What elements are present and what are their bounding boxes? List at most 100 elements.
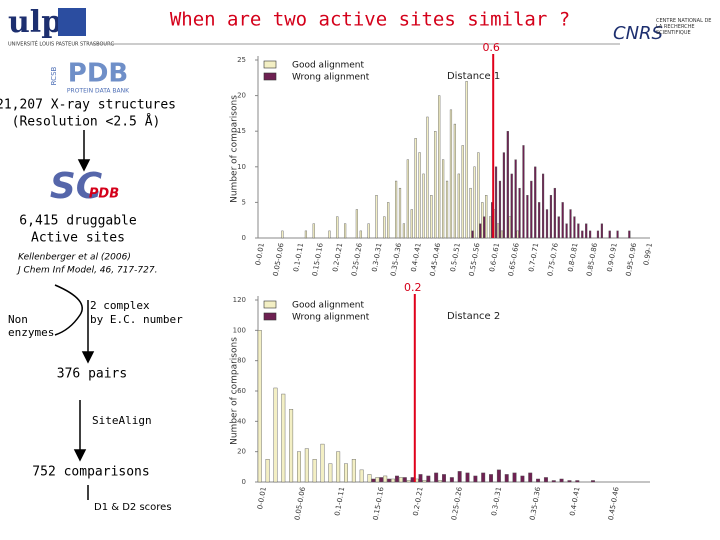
bar bbox=[434, 472, 439, 483]
branch-label: enzymes bbox=[8, 326, 54, 339]
y-tick-label: 100 bbox=[233, 326, 246, 334]
x-tick-label: 0.05-0.06 bbox=[293, 486, 307, 521]
brace bbox=[54, 284, 83, 336]
bar bbox=[500, 230, 504, 239]
bar bbox=[387, 478, 392, 483]
bar bbox=[477, 152, 480, 239]
bar bbox=[257, 330, 262, 483]
x-tick-label: 0.95-0.96 bbox=[625, 242, 639, 277]
bar bbox=[371, 478, 376, 483]
bar bbox=[575, 480, 580, 483]
x-tick-label: 0.45-0.46 bbox=[607, 486, 621, 521]
bar bbox=[565, 223, 568, 239]
bar bbox=[567, 480, 572, 483]
x-tick-label: 0.45-0.46 bbox=[429, 242, 443, 277]
x-tick-label: 0.7-0.71 bbox=[527, 242, 540, 272]
bar bbox=[304, 230, 308, 239]
bar bbox=[543, 477, 548, 483]
bar bbox=[457, 173, 460, 239]
bar bbox=[442, 159, 445, 239]
bar bbox=[379, 477, 384, 483]
bar bbox=[518, 187, 521, 239]
x-tick-label: 0.85-0.86 bbox=[585, 242, 599, 277]
bar bbox=[442, 474, 446, 483]
bar bbox=[551, 480, 556, 483]
step-text: (Resolution <2.5 Å) bbox=[12, 114, 161, 130]
bar bbox=[496, 223, 500, 239]
bar bbox=[600, 223, 603, 239]
y-tick-label: 0 bbox=[242, 234, 246, 242]
bar bbox=[449, 477, 454, 483]
y-tick-label: 20 bbox=[237, 448, 246, 456]
cnrs-sub: CENTRE NATIONAL DE LA RECHERCHE SCIENTIF… bbox=[656, 18, 712, 36]
bar bbox=[465, 472, 470, 483]
bar bbox=[312, 223, 315, 239]
legend-swatch bbox=[263, 60, 277, 69]
bar bbox=[581, 230, 584, 239]
bar bbox=[336, 216, 339, 239]
y-tick-label: 80 bbox=[237, 357, 246, 365]
y-axis-label: Number of comparisons bbox=[230, 95, 240, 203]
bar bbox=[402, 477, 407, 483]
cnrs-logo: CNRS bbox=[613, 23, 663, 44]
bar bbox=[496, 469, 501, 483]
bar bbox=[445, 180, 449, 239]
bar bbox=[328, 230, 331, 239]
x-tick-label: 0.05-0.06 bbox=[272, 242, 286, 277]
bar bbox=[320, 443, 325, 483]
bar bbox=[367, 223, 370, 239]
bar bbox=[516, 230, 519, 239]
legend-label: Wrong alignment bbox=[292, 313, 370, 323]
bar bbox=[402, 223, 406, 239]
x-tick-label: 0.4-0.41 bbox=[569, 486, 582, 516]
bar bbox=[469, 187, 472, 239]
x-tick-label: 0.25-0.26 bbox=[450, 486, 464, 521]
bar bbox=[530, 180, 533, 239]
step-text: 376 pairs bbox=[57, 367, 127, 382]
bar bbox=[422, 173, 425, 239]
x-tick-label: 0.35-0.36 bbox=[529, 486, 543, 521]
legend-label: Good alignment bbox=[292, 61, 365, 71]
legend-swatch bbox=[263, 312, 277, 321]
bar bbox=[328, 463, 333, 483]
threshold-label: 0.2 bbox=[404, 281, 422, 294]
bar bbox=[273, 387, 278, 483]
bar bbox=[561, 202, 564, 239]
bar bbox=[481, 472, 486, 483]
bar bbox=[512, 472, 517, 483]
x-tick-label: 0.4-0.41 bbox=[410, 242, 423, 272]
bar bbox=[395, 180, 398, 239]
ulp-sub: UNIVERSITÉ LOUIS PASTEUR STRASBOURG bbox=[8, 40, 115, 48]
bar bbox=[391, 478, 396, 483]
y-tick-label: 5 bbox=[242, 198, 246, 206]
bar bbox=[461, 145, 464, 239]
y-tick-label: 10 bbox=[237, 163, 246, 171]
arrow-head bbox=[81, 351, 95, 364]
bar bbox=[430, 195, 433, 239]
y-tick-label: 40 bbox=[237, 417, 246, 425]
bar bbox=[265, 459, 270, 483]
bar bbox=[410, 209, 413, 239]
bar bbox=[359, 469, 364, 483]
bar bbox=[481, 202, 484, 239]
bar bbox=[536, 478, 541, 483]
bar bbox=[449, 109, 453, 239]
bar bbox=[281, 393, 286, 483]
bar bbox=[542, 173, 545, 239]
bar bbox=[557, 216, 560, 239]
arrow-head bbox=[73, 449, 87, 462]
bar bbox=[473, 475, 478, 483]
bar bbox=[522, 145, 525, 239]
bar bbox=[289, 409, 294, 483]
bar bbox=[616, 230, 619, 239]
y-tick-label: 15 bbox=[237, 127, 246, 135]
bar bbox=[344, 223, 347, 239]
reference: J Chem Inf Model, 46, 717-727. bbox=[16, 266, 157, 276]
x-tick-label: 0.6-0.61 bbox=[488, 242, 501, 272]
step-text: 21,207 X-ray structures bbox=[0, 98, 176, 113]
bar bbox=[398, 187, 402, 239]
chart-title: Distance 2 bbox=[447, 311, 500, 322]
bar bbox=[336, 451, 341, 483]
bar bbox=[591, 480, 595, 483]
